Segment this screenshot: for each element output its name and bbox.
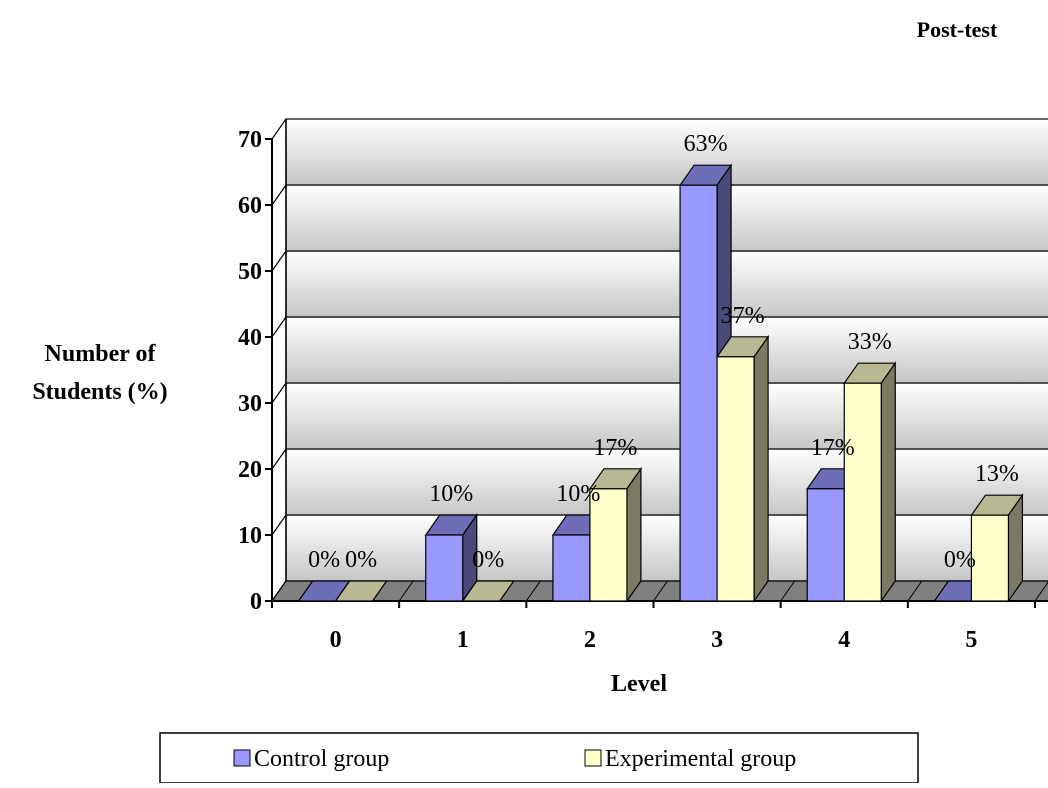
x-tick-label: 5	[965, 627, 977, 653]
bar-experimental-group	[588, 466, 643, 603]
axes: 0 10 20 30 40 50 60 70 0 1 2 3 4 5	[238, 127, 1048, 653]
plot-walls	[271, 118, 1048, 602]
wall-band	[285, 514, 1048, 582]
legend-swatch-control-group	[233, 749, 251, 767]
bar-front-face	[806, 488, 845, 602]
wall-band	[285, 382, 1048, 450]
bar-side-face	[880, 361, 896, 603]
data-label: 13%	[975, 461, 1019, 487]
y-tick-label: 20	[238, 457, 262, 483]
bar-experimental-group	[843, 361, 897, 603]
data-label: 17%	[593, 435, 637, 461]
x-tick-label: 1	[457, 627, 469, 653]
wall-band	[285, 448, 1048, 516]
bar-front-face	[425, 534, 464, 602]
bar-top-face	[461, 580, 515, 602]
bar-side-face	[753, 334, 769, 603]
x-tick-label: 0	[330, 627, 342, 653]
x-tick-label: 4	[838, 627, 850, 653]
data-labels: 0% 0%10%0%10%17%63%37%17%33%0%13%	[308, 131, 1019, 573]
bar-experimental-group	[461, 580, 515, 602]
wall-band	[285, 184, 1048, 252]
plot-floor	[270, 580, 1048, 602]
y-tick-label: 60	[238, 193, 262, 219]
chart-title: Post-test	[917, 17, 998, 42]
bar-front-face	[716, 356, 755, 602]
bar-experimental-group	[715, 334, 770, 603]
gridline-slant	[271, 316, 287, 338]
floor-division	[525, 580, 541, 602]
data-label: 0%	[472, 547, 504, 573]
bar-front-face	[552, 534, 591, 602]
legend-label-control-group: Control group	[254, 746, 389, 772]
data-label: 0%	[345, 547, 377, 573]
y-tick-label: 50	[238, 259, 262, 285]
gridline-slant	[271, 184, 287, 206]
bar-front-face	[589, 488, 628, 602]
y-tick-label: 30	[238, 391, 262, 417]
wall-band	[285, 118, 1048, 186]
legend-label-experimental-group: Experimental group	[605, 746, 796, 772]
data-label: 37%	[721, 303, 765, 329]
gridline-slant	[271, 448, 287, 470]
bar-front-face	[679, 184, 718, 602]
data-label: 17%	[811, 435, 855, 461]
bar-experimental-group	[334, 580, 388, 602]
bar-control-group	[424, 513, 478, 603]
y-tick-label: 10	[238, 523, 262, 549]
gridline-slant	[271, 250, 287, 272]
x-tick-label: 3	[711, 627, 723, 653]
bar-experimental-group	[970, 493, 1024, 603]
floor-division	[1034, 581, 1048, 602]
gridline-slant	[271, 382, 287, 404]
bars	[297, 163, 1024, 603]
bar-side-face	[626, 466, 642, 603]
floor-division	[398, 580, 414, 602]
gridline-slant	[271, 118, 287, 140]
bar-front-face	[843, 382, 882, 602]
x-axis-label: Level	[611, 671, 667, 697]
floor-division	[653, 580, 668, 602]
legend-box	[159, 732, 919, 784]
legend: Control group Experimental group	[159, 732, 919, 784]
floor-division	[780, 580, 796, 602]
data-label: 0%	[944, 547, 976, 573]
gridline-slant	[271, 514, 287, 536]
y-tick-label: 40	[238, 325, 262, 351]
data-label: 0%	[308, 547, 340, 573]
wall-band	[285, 250, 1048, 318]
data-label: 10%	[429, 481, 473, 507]
floor-division	[271, 580, 287, 602]
wall-band	[285, 316, 1048, 384]
x-tick-label: 2	[584, 627, 596, 653]
bar-top-face	[334, 580, 388, 602]
y-tick-label: 0	[250, 589, 262, 615]
y-axis-label-line-1: Number of	[45, 341, 157, 367]
data-label: 33%	[848, 329, 892, 355]
data-label: 63%	[684, 131, 728, 157]
legend-swatch-experimental-group	[584, 749, 602, 767]
y-axis-label-line-2: Students (%)	[32, 379, 167, 405]
data-label: 10%	[556, 481, 600, 507]
y-tick-label: 70	[238, 127, 262, 153]
bar-front-face	[970, 514, 1010, 602]
floor-division	[907, 580, 923, 602]
